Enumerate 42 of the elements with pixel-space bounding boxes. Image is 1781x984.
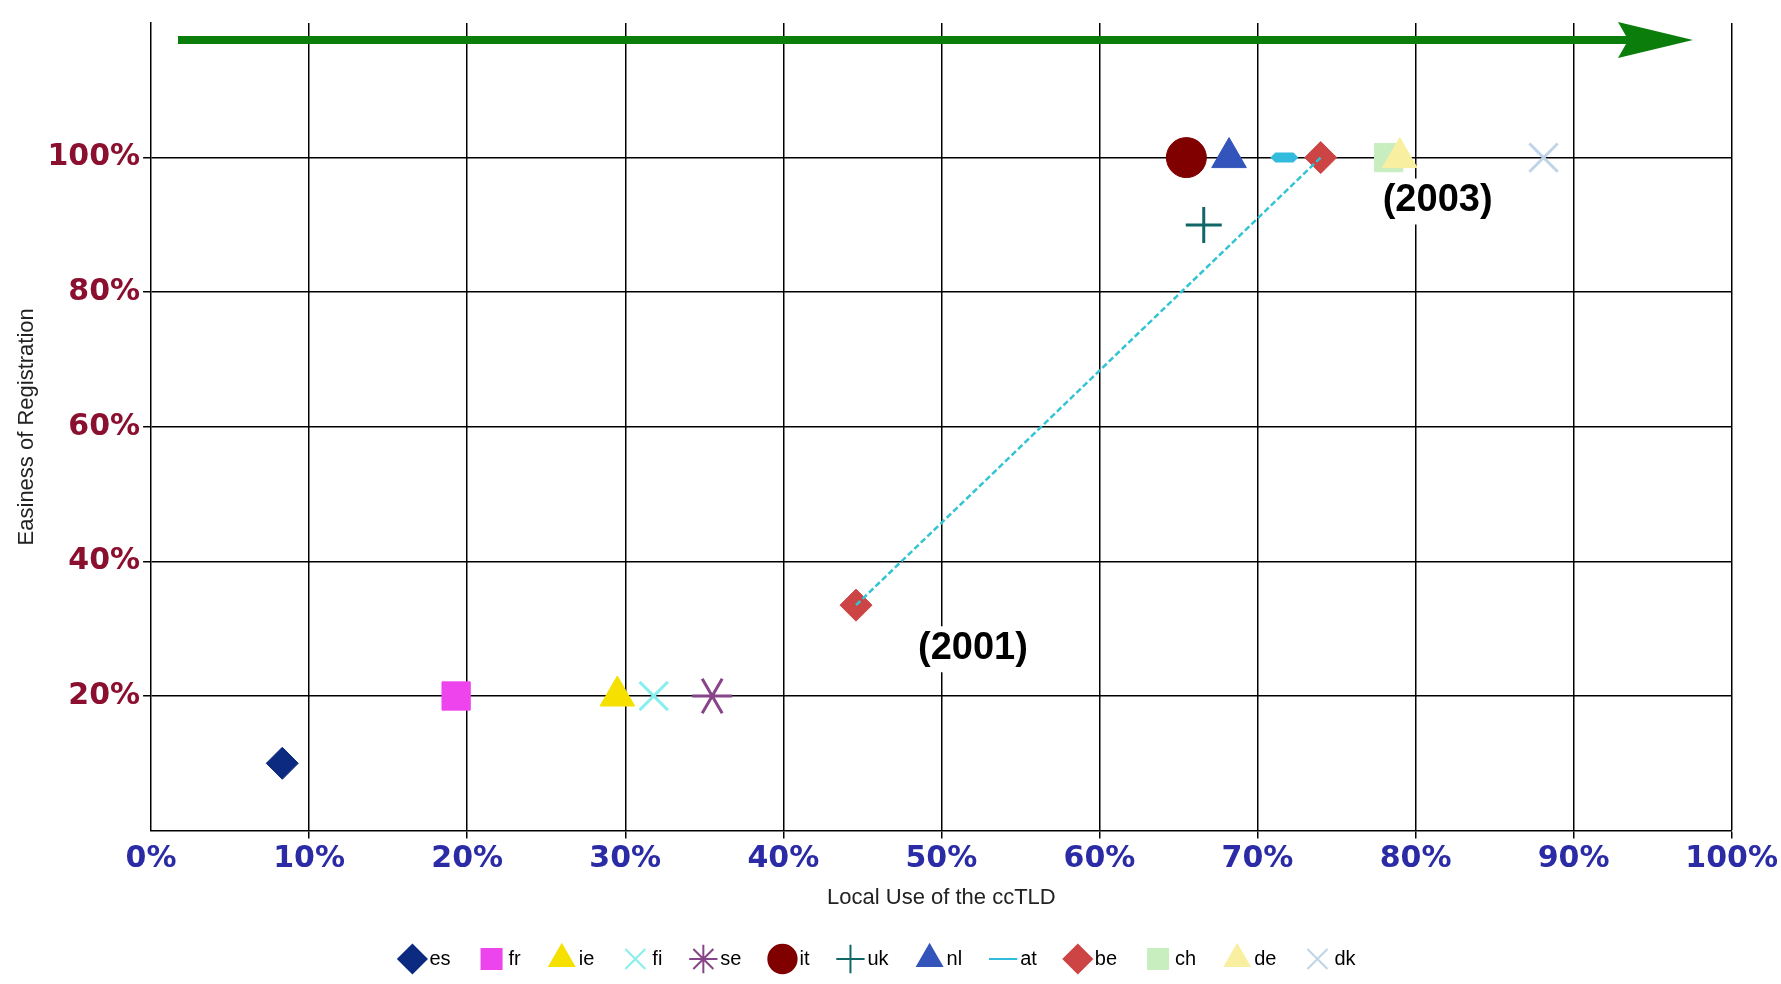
x-tick-label: 0%	[125, 839, 177, 875]
legend-label: dk	[1334, 946, 1357, 969]
x-tick-label: 70%	[1221, 839, 1294, 875]
y-axis-title: Easiness of Registration	[13, 308, 39, 546]
x-tick-label: 20%	[431, 839, 504, 875]
legend-label: de	[1254, 946, 1277, 969]
point	[839, 588, 873, 622]
point	[1165, 137, 1207, 179]
y-tick-label: 20%	[68, 675, 141, 711]
x-tick-label: 60%	[1063, 839, 1136, 875]
x-tick-label: 100%	[1685, 839, 1778, 875]
y-tick-label: 80%	[68, 272, 141, 307]
y-tick-label: 40%	[68, 541, 141, 577]
y-tick-label: 60%	[68, 406, 141, 442]
point	[692, 677, 733, 715]
point	[441, 681, 471, 711]
legend-label: be	[1094, 946, 1118, 969]
point	[1304, 141, 1338, 175]
annotation: (2001)	[918, 624, 1028, 667]
x-tick-label: 30%	[589, 839, 662, 875]
x-tick-label: 40%	[747, 839, 820, 875]
legend-label: it	[799, 946, 810, 969]
point	[638, 680, 670, 712]
x-tick-label: 80%	[1379, 839, 1452, 875]
y-tick-label: 100%	[47, 137, 141, 173]
legend-label: fi	[652, 946, 663, 969]
point	[1527, 141, 1560, 174]
legend-label: nl	[946, 946, 963, 969]
annotation: (2003)	[1382, 177, 1493, 220]
x-axis-title: Local Use of the ccTLD	[827, 883, 1056, 909]
x-tick-label: 90%	[1537, 839, 1610, 875]
legend-label: ie	[578, 946, 595, 969]
point	[1185, 206, 1222, 243]
legend-label: fr	[508, 946, 522, 969]
legend-label: ch	[1175, 946, 1197, 969]
x-tick-label: 10%	[273, 839, 346, 875]
legend-label: se	[720, 946, 742, 969]
x-tick-label: 50%	[905, 839, 978, 875]
legend-label: es	[429, 946, 451, 969]
legend-label: uk	[867, 946, 890, 969]
legend-label: at	[1020, 946, 1038, 969]
point	[265, 746, 299, 780]
